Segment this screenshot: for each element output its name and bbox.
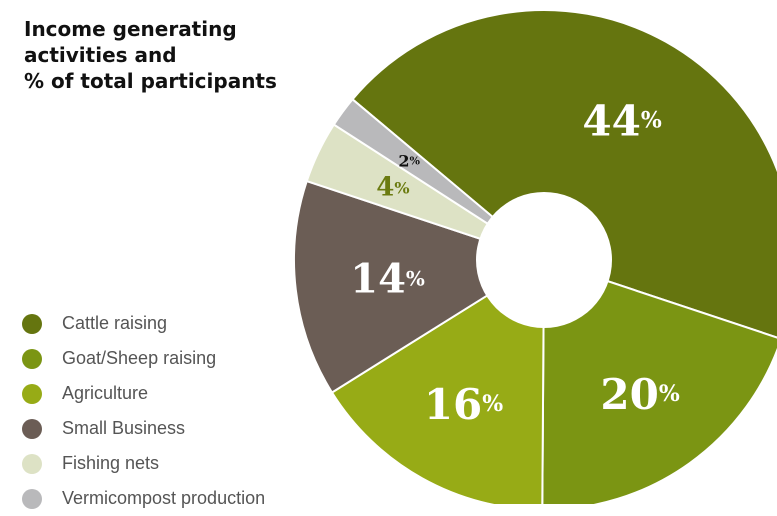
legend-item-vermicompost-production: Vermicompost production [22, 481, 265, 516]
data-label-cattle-raising: 44% [582, 96, 661, 145]
slice-cattle-raising [351, 9, 777, 339]
legend-swatch [22, 488, 42, 509]
legend: Cattle raising Goat/Sheep raising Agricu… [22, 306, 265, 516]
legend-label: Vermicompost production [62, 488, 266, 508]
legend-label: Small Business [62, 418, 186, 438]
legend-item-goat-sheep-raising: Goat/Sheep raising [22, 341, 265, 376]
donut-chart: 44% 20% 16% 14% 4% 2% [293, 9, 777, 504]
chart-title: Income generating activities and % of to… [24, 16, 324, 94]
legend-item-agriculture: Agriculture [22, 376, 265, 411]
legend-item-fishing-nets: Fishing nets [22, 446, 265, 481]
donut-hole [476, 192, 612, 328]
data-label-small-business: 14% [350, 255, 425, 302]
data-label-goat-sheep-raising: 20% [600, 370, 679, 419]
data-label-fishing-nets: 4% [376, 173, 409, 203]
title-line: Income generating [24, 17, 237, 41]
legend-swatch [22, 453, 42, 474]
data-label-agriculture: 16% [424, 380, 503, 429]
legend-label: Fishing nets [62, 453, 160, 473]
legend-label: Cattle raising [62, 313, 168, 333]
legend-swatch [22, 313, 42, 334]
title-line: activities and [24, 43, 177, 67]
legend-label: Agriculture [62, 383, 149, 403]
legend-item-small-business: Small Business [22, 411, 265, 446]
legend-swatch [22, 348, 42, 369]
slice-small-business [293, 179, 547, 394]
labels-group: 44% 20% 16% 14% 4% 2% [350, 96, 680, 429]
legend-label: Goat/Sheep raising [62, 348, 217, 368]
data-label-vermicompost-production: 2% [398, 151, 420, 170]
slice-goat-sheep-raising [541, 258, 777, 504]
slices-group [293, 9, 777, 504]
legend-item-cattle-raising: Cattle raising [22, 306, 265, 341]
legend-swatch [22, 383, 42, 404]
title-line: % of total participants [24, 69, 277, 93]
slice-agriculture [330, 258, 546, 504]
legend-swatch [22, 418, 42, 439]
